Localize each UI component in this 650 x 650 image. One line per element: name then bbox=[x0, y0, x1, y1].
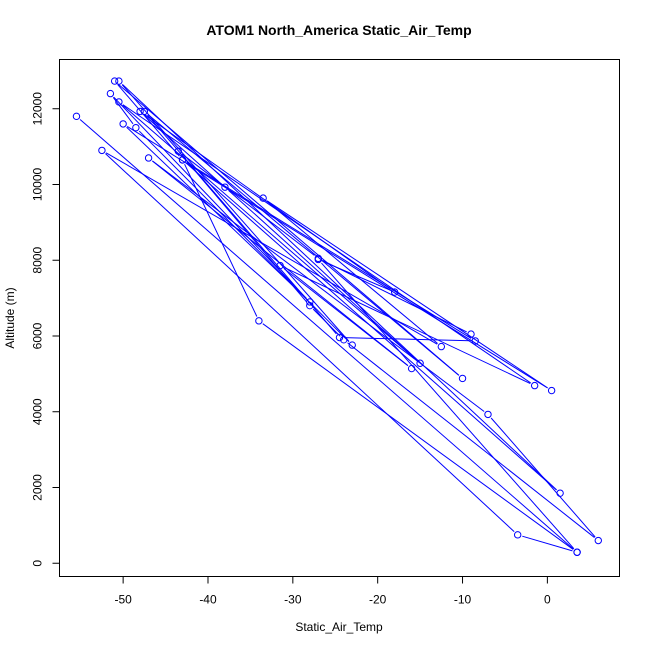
series-line-segment bbox=[117, 84, 180, 157]
data-point bbox=[390, 288, 399, 296]
series-line-segment bbox=[143, 113, 392, 290]
chart-title: ATOM1 North_America Static_Air_Temp bbox=[206, 22, 471, 38]
data-point bbox=[221, 183, 229, 191]
y-tick-label: 12000 bbox=[31, 92, 45, 126]
y-tick-label: 2000 bbox=[31, 474, 45, 501]
x-tick-label: -50 bbox=[114, 593, 132, 607]
data-point bbox=[547, 386, 556, 395]
series-line-segment bbox=[347, 342, 595, 538]
data-point bbox=[556, 489, 564, 497]
series-line-segment bbox=[152, 160, 409, 366]
y-tick-label: 0 bbox=[31, 560, 45, 567]
data-point bbox=[416, 359, 424, 367]
y-tick-label: 10000 bbox=[31, 167, 45, 201]
series-line-segment bbox=[105, 153, 515, 532]
series-line-segment bbox=[184, 163, 258, 317]
data-point bbox=[306, 301, 314, 310]
y-tick-label: 4000 bbox=[31, 398, 45, 425]
series-line-segment bbox=[181, 154, 308, 303]
data-point bbox=[340, 336, 348, 344]
series-line-segment bbox=[262, 323, 574, 550]
series-line-segment bbox=[138, 130, 350, 343]
series-line-segment bbox=[122, 83, 557, 491]
data-point bbox=[115, 98, 123, 106]
series-line-segment bbox=[312, 308, 341, 337]
data-point bbox=[72, 112, 81, 121]
series-line-segment bbox=[112, 97, 134, 125]
series-line-segment bbox=[321, 262, 575, 549]
series-line-segment bbox=[79, 119, 574, 550]
data-point bbox=[306, 298, 314, 306]
data-point bbox=[335, 333, 344, 342]
data-point bbox=[174, 147, 182, 155]
data-point bbox=[106, 89, 115, 98]
data-point bbox=[115, 77, 123, 85]
series-line-segment bbox=[113, 96, 307, 299]
data-point bbox=[276, 261, 284, 270]
series-line-segment bbox=[490, 417, 596, 538]
y-tick-label: 6000 bbox=[31, 322, 45, 349]
data-point bbox=[314, 254, 322, 263]
data-point bbox=[471, 337, 479, 345]
data-point bbox=[513, 531, 522, 539]
x-tick-label: 0 bbox=[544, 593, 551, 607]
series-line-segment bbox=[147, 114, 337, 335]
data-point bbox=[458, 374, 467, 383]
data-point bbox=[594, 536, 602, 545]
data-point bbox=[119, 120, 127, 128]
x-tick-label: -10 bbox=[454, 593, 472, 607]
series-line-segment bbox=[266, 200, 438, 344]
data-point bbox=[110, 77, 119, 85]
series-line-segment bbox=[228, 189, 417, 361]
x-tick-label: -20 bbox=[369, 593, 387, 607]
series-line-segment bbox=[181, 153, 315, 256]
series-line-segment bbox=[147, 114, 460, 376]
data-point bbox=[437, 342, 446, 351]
series-line-segment bbox=[266, 200, 548, 389]
data-layer bbox=[72, 77, 602, 556]
series-line-segment bbox=[284, 267, 531, 385]
data-point bbox=[467, 330, 475, 338]
series-line-segment bbox=[522, 535, 573, 552]
data-point bbox=[530, 381, 539, 390]
data-point bbox=[259, 194, 267, 202]
x-axis: -50 -40 -30 -20 -10 0 bbox=[114, 576, 551, 607]
data-point bbox=[348, 341, 356, 349]
data-point bbox=[178, 156, 187, 164]
series-line-segment bbox=[344, 337, 471, 342]
series-line-segment bbox=[186, 161, 472, 339]
data-point bbox=[132, 123, 140, 132]
data-point bbox=[144, 154, 153, 162]
data-point bbox=[407, 364, 416, 373]
data-point bbox=[484, 410, 492, 419]
series-line-segment bbox=[143, 114, 222, 185]
series-line-segment bbox=[117, 83, 460, 376]
y-axis: 0 2000 4000 6000 8000 10000 12000 bbox=[31, 92, 60, 567]
data-point bbox=[573, 548, 581, 556]
series-line-segment bbox=[105, 152, 438, 345]
series-line-segment bbox=[122, 104, 417, 361]
y-axis-label: Altitude (m) bbox=[3, 287, 17, 348]
x-tick-label: -30 bbox=[284, 593, 302, 607]
series-line-segment bbox=[152, 160, 485, 412]
data-point bbox=[136, 107, 144, 116]
x-tick-label: -40 bbox=[199, 593, 217, 607]
series-line-segment bbox=[322, 260, 467, 333]
y-tick-label: 8000 bbox=[31, 247, 45, 274]
data-point bbox=[255, 317, 263, 325]
data-point bbox=[98, 146, 106, 155]
data-point bbox=[140, 107, 149, 116]
series-line-segment bbox=[122, 104, 531, 384]
x-axis-label: Static_Air_Temp bbox=[295, 620, 383, 634]
